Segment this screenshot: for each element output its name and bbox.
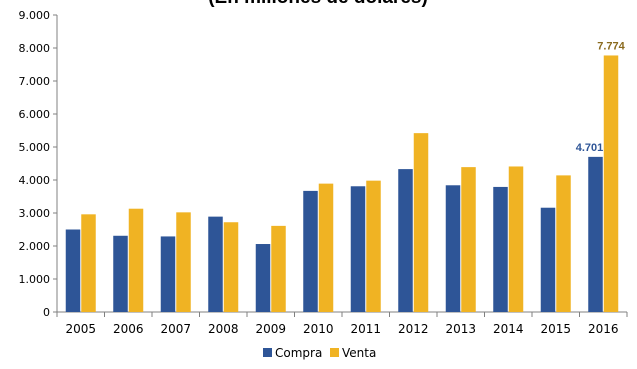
axes: 0 1.000 2.000 3.000 4.000 5.000 6.000 7.000 8.00… bbox=[19, 9, 628, 336]
x-tick-label: 2014 bbox=[493, 322, 524, 336]
bar-compra-2007 bbox=[160, 236, 176, 312]
bar-compra-2009 bbox=[255, 244, 271, 312]
bar-venta-2011 bbox=[366, 180, 381, 312]
bar-venta-2013 bbox=[461, 167, 476, 312]
y-tick-label: 5.000 bbox=[19, 141, 51, 154]
y-tick-label: 9.000 bbox=[19, 9, 51, 22]
data-label: 7.774 bbox=[597, 40, 625, 52]
x-tick-label: 2007 bbox=[160, 322, 191, 336]
bar-venta-2010 bbox=[318, 183, 334, 312]
x-tick-label: 2010 bbox=[303, 322, 334, 336]
bar-compra-2008 bbox=[208, 216, 223, 312]
legend-swatch bbox=[330, 348, 339, 357]
bar-compra-2010 bbox=[303, 190, 318, 312]
y-tick-label: 4.000 bbox=[19, 174, 51, 187]
x-tick-label: 2008 bbox=[208, 322, 239, 336]
bar-venta-2005 bbox=[81, 214, 96, 312]
legend-label: Compra bbox=[275, 346, 322, 360]
legend-label: Venta bbox=[342, 346, 376, 360]
x-tick-label: 2009 bbox=[255, 322, 286, 336]
x-tick-label: 2013 bbox=[445, 322, 476, 336]
bar-compra-2014 bbox=[493, 186, 508, 312]
x-tick-label: 2011 bbox=[350, 322, 381, 336]
x-tick-label: 2016 bbox=[588, 322, 619, 336]
y-tick-label: 6.000 bbox=[19, 108, 51, 121]
bar-venta-2006 bbox=[128, 208, 144, 312]
bar-compra-2013 bbox=[445, 185, 461, 312]
bar-compra-2016 bbox=[588, 156, 603, 312]
legend: Compra Venta bbox=[263, 346, 376, 360]
chart-title: (En millones de dólares) bbox=[208, 0, 428, 8]
data-labels: 4.701 7.774 bbox=[576, 40, 626, 153]
y-tick-label: 7.000 bbox=[19, 75, 51, 88]
data-label: 4.701 bbox=[576, 142, 604, 154]
x-tick-label: 2015 bbox=[540, 322, 571, 336]
bars bbox=[65, 55, 619, 312]
y-tick-label: 3.000 bbox=[19, 207, 51, 220]
bar-compra-2005 bbox=[65, 229, 81, 312]
bar-venta-2008 bbox=[223, 222, 239, 312]
bar-venta-2014 bbox=[508, 166, 524, 312]
y-tick-label: 8.000 bbox=[19, 42, 51, 55]
bar-venta-2015 bbox=[556, 175, 571, 312]
bar-venta-2009 bbox=[271, 225, 286, 312]
bar-compra-2012 bbox=[398, 169, 413, 312]
x-tick-label: 2012 bbox=[398, 322, 429, 336]
bar-compra-2011 bbox=[350, 186, 366, 312]
bar-venta-2016 bbox=[603, 55, 619, 312]
bar-compra-2015 bbox=[540, 207, 556, 312]
bar-compra-2006 bbox=[113, 235, 128, 312]
bar-venta-2007 bbox=[176, 212, 191, 312]
x-tick-label: 2006 bbox=[113, 322, 144, 336]
y-tick-label: 2.000 bbox=[19, 240, 51, 253]
y-tick-label: 0 bbox=[43, 306, 50, 319]
bar-venta-2012 bbox=[413, 133, 429, 312]
x-tick-label: 2005 bbox=[65, 322, 96, 336]
legend-swatch bbox=[263, 348, 272, 357]
y-tick-label: 1.000 bbox=[19, 273, 51, 286]
